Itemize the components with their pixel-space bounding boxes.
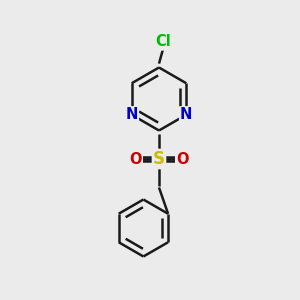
Text: S: S (153, 150, 165, 168)
Text: O: O (129, 152, 142, 166)
Text: Cl: Cl (156, 34, 171, 50)
Text: N: N (180, 107, 193, 122)
Text: N: N (125, 107, 138, 122)
Text: O: O (176, 152, 189, 166)
